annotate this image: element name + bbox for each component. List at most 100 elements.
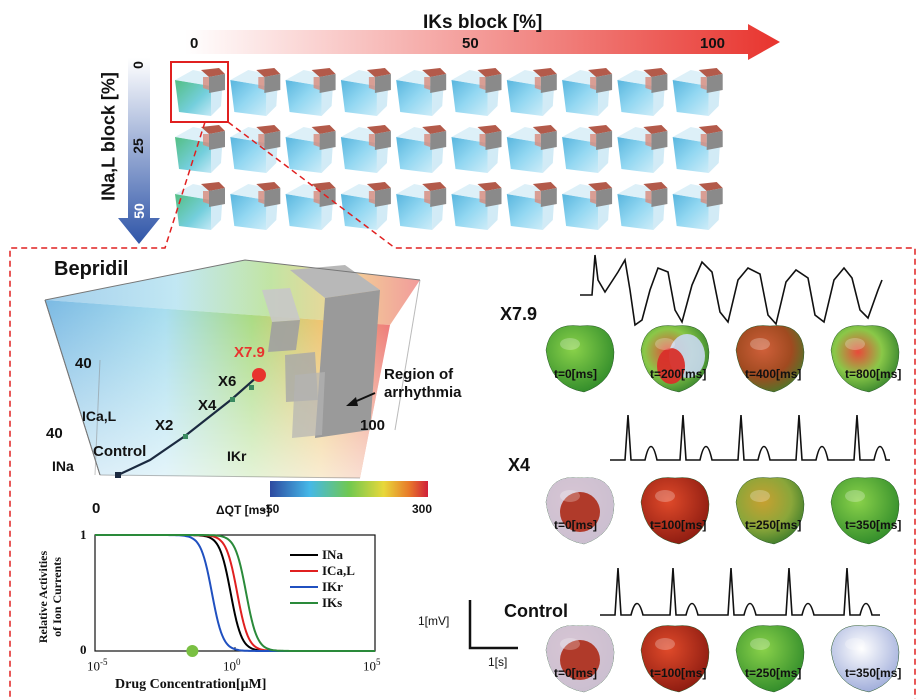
point-x4-label: X4 — [198, 397, 217, 414]
ecg-trace-x79 — [580, 254, 883, 327]
point-x4-marker — [230, 397, 235, 402]
chart-xtick-1: 10-5 — [87, 657, 108, 674]
ecg-trace-control — [600, 567, 880, 616]
chart-ytick-1: 1 — [80, 527, 87, 542]
series-iks — [95, 534, 375, 652]
sim-cell — [672, 68, 723, 116]
legend-ikr: IKr — [322, 579, 343, 594]
sim-cell — [230, 125, 281, 173]
ecg-trace-x4 — [610, 414, 890, 461]
arrhythmia-region — [262, 265, 380, 438]
heart-control-3 — [735, 625, 805, 693]
time-label-x4-3: t=250[ms] — [745, 518, 802, 532]
time-label-control-3: t=250[ms] — [745, 666, 802, 680]
time-label-control-2: t=100[ms] — [650, 666, 707, 680]
sim-cell — [506, 68, 557, 116]
selected-cell-highlight — [170, 61, 229, 123]
concentration-marker — [186, 645, 199, 657]
ecg-panel — [468, 254, 900, 693]
time-label-control-1: t=0[ms] — [554, 666, 598, 680]
sim-cell — [451, 68, 502, 116]
heart-control-1 — [545, 625, 615, 693]
iks-title: IKs block [%] — [423, 12, 543, 33]
sim-cell — [230, 68, 281, 116]
chart-ylabel: Relative Activities of Ion Currents — [36, 512, 64, 682]
colorbar-max: 300 — [412, 502, 433, 516]
point-control-marker — [115, 472, 121, 478]
bepridil-title: Bepridil — [54, 258, 129, 280]
heart-x79-2 — [640, 325, 710, 393]
sim-cell — [672, 125, 723, 173]
sim-cell — [506, 182, 557, 230]
ina-arrow — [118, 58, 160, 244]
chart-ytick-0: 0 — [80, 642, 87, 657]
heart-x4-1 — [545, 477, 615, 545]
heart-x79-3 — [735, 325, 805, 393]
sim-cell — [340, 125, 391, 173]
region-label: Region of arrhythmia — [384, 366, 462, 401]
scale-s-label: 1[s] — [488, 655, 508, 669]
sim-cell — [506, 125, 557, 173]
sim-cell — [285, 125, 336, 173]
iks-tick-50: 50 — [462, 35, 479, 52]
sim-cell — [562, 182, 613, 230]
time-label-x79-1: t=0[ms] — [554, 367, 598, 381]
heart-control-4 — [830, 625, 900, 693]
sim-cell — [340, 182, 391, 230]
point-x6-marker — [249, 385, 254, 390]
top-section — [118, 24, 780, 244]
chart-ylabel-line1: Relative Activities — [36, 550, 50, 644]
colorbar — [270, 481, 428, 497]
axis-value-40-lower: 40 — [46, 425, 63, 442]
scale-mv-label: 1[mV] — [418, 614, 450, 628]
time-label-x79-2: t=200[ms] — [650, 367, 707, 381]
point-x79-marker — [252, 368, 266, 382]
heart-x4-3 — [735, 477, 805, 545]
axis-value-40-upper: 40 — [75, 355, 92, 372]
time-label-x79-4: t=800[ms] — [845, 367, 902, 381]
sim-cell — [175, 182, 225, 230]
chart-ylabel-line2: of Ion Currents — [50, 557, 64, 637]
point-control-label: Control — [93, 443, 147, 460]
sim-cell — [451, 125, 502, 173]
colorbar-label: ΔQT [ms] — [216, 503, 270, 517]
sim-cell — [396, 125, 447, 173]
heart-x79-1 — [545, 325, 615, 393]
point-x6-label: X6 — [218, 373, 237, 390]
iks-tick-0: 0 — [190, 35, 199, 52]
bepridil-panel — [44, 259, 428, 497]
colorbar-min: -50 — [262, 502, 280, 516]
sim-cell — [285, 68, 336, 116]
time-label-control-4: t=350[ms] — [845, 666, 902, 680]
axis-value-100: 100 — [360, 417, 386, 434]
point-x2-marker — [183, 434, 188, 439]
row-x4-label: X4 — [508, 455, 531, 475]
sim-cell — [617, 125, 668, 173]
sim-cell — [562, 68, 613, 116]
axis-ikr-label: IKr — [227, 448, 247, 464]
sim-cell — [396, 182, 447, 230]
sim-cell — [451, 182, 502, 230]
legend-iks: IKs — [322, 595, 343, 610]
iks-arrow — [185, 24, 780, 60]
point-x79-label: X7.9 — [234, 344, 265, 361]
axis-value-0: 0 — [92, 500, 101, 517]
axis-ical-label: ICa,L — [82, 408, 117, 424]
chart-xtick-3: 105 — [363, 657, 381, 674]
sim-cell — [230, 182, 281, 230]
heart-x79-4 — [830, 325, 900, 393]
sim-cell — [175, 68, 225, 116]
time-label-x4-4: t=350[ms] — [845, 518, 902, 532]
legend-ina: INa — [322, 547, 343, 562]
time-label-x79-3: t=400[ms] — [745, 367, 802, 381]
row-control-label: Control — [504, 601, 568, 621]
sim-cell — [617, 68, 668, 116]
time-label-x4-2: t=100[ms] — [650, 518, 707, 532]
point-x2-label: X2 — [155, 417, 174, 434]
heart-x4-4 — [830, 477, 900, 545]
sim-cell — [396, 68, 447, 116]
sim-cell — [175, 125, 225, 173]
axis-ina-label: INa — [52, 458, 74, 474]
iks-tick-100: 100 — [700, 35, 726, 52]
